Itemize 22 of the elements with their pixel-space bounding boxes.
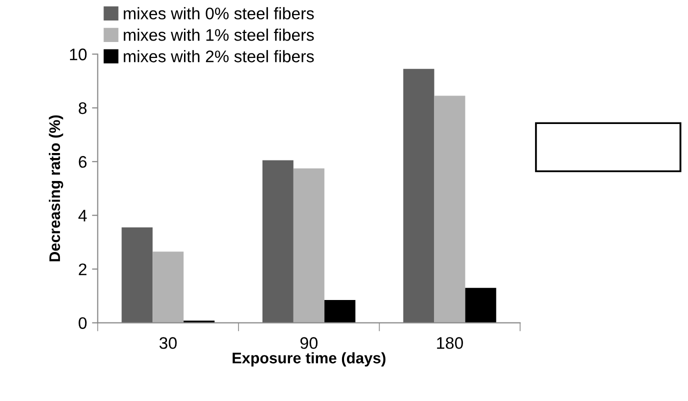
x-tick-label: 30: [159, 337, 177, 349]
x-tick-label: 180: [437, 337, 463, 349]
legend-label: mixes with 2% steel fibers: [124, 50, 314, 62]
bar: [465, 288, 496, 323]
legend-label: mixes with 0% steel fibers: [124, 7, 314, 20]
legend-label: mixes with 1% steel fibers: [124, 28, 314, 41]
bar: [293, 168, 324, 323]
y-tick-label: 8: [78, 102, 87, 114]
bar: [152, 252, 184, 323]
y-axis-title: Decreasing ratio (%): [48, 115, 64, 262]
bar: [122, 227, 153, 323]
x-axis-title: Exposure time (days): [232, 352, 386, 366]
bar: [262, 160, 294, 323]
bar: [434, 96, 466, 323]
x-tick-label: 90: [300, 337, 318, 349]
y-tick-label: 6: [78, 156, 87, 168]
y-tick-label: 2: [78, 263, 86, 276]
bar: [403, 68, 434, 323]
y-tick-label: 10: [70, 48, 87, 60]
y-tick-label: 4: [78, 210, 87, 222]
bar: [324, 300, 356, 323]
y-tick-label: 0: [78, 317, 87, 330]
